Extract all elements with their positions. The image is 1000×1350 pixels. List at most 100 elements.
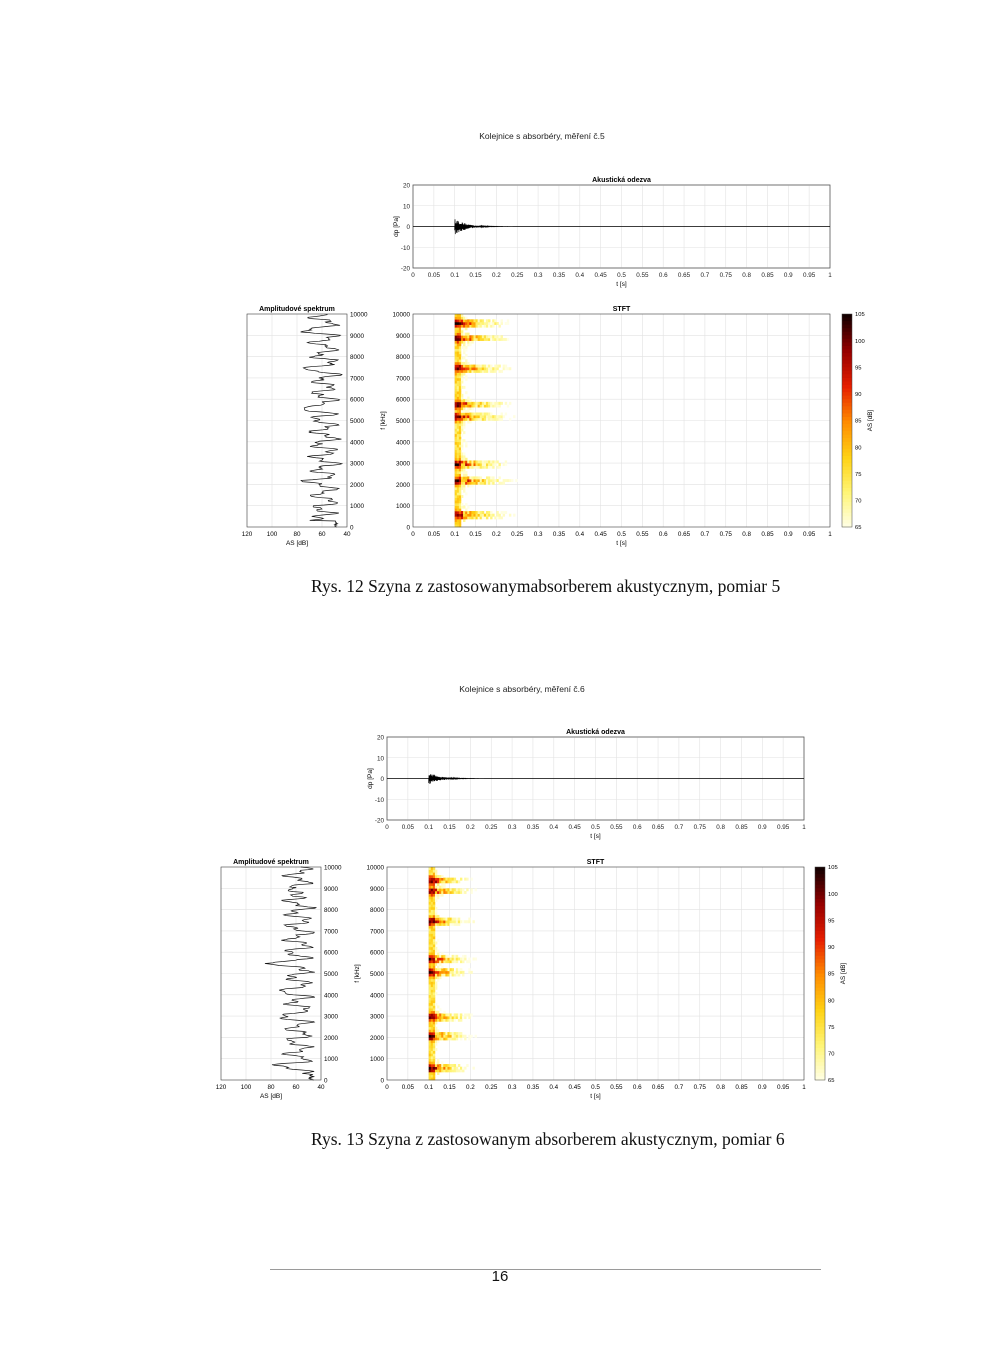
stft-cell [460, 327, 464, 331]
stft-cell [465, 465, 468, 469]
stft-cell [437, 914, 440, 918]
stft-cell [437, 1005, 440, 1009]
stft-cell [451, 1013, 455, 1017]
stft-cell [463, 423, 466, 427]
colorbar-segment [842, 328, 852, 333]
stft-cell [485, 401, 489, 405]
stft-cell [451, 888, 455, 892]
stft-cell [459, 1069, 463, 1073]
stft-cell [460, 481, 464, 485]
stft-cell [434, 877, 438, 881]
stft-cell [428, 941, 432, 945]
stft-cell [443, 1018, 446, 1022]
stft-cell [449, 888, 452, 892]
stft-cell [490, 367, 493, 371]
stft-cell [463, 356, 466, 360]
spectrum-ytick-label: 6000 [324, 950, 339, 957]
stft-cell [445, 957, 448, 961]
stft-cell [456, 316, 460, 320]
stft-cell [437, 874, 440, 878]
stft-cell [430, 952, 434, 956]
stft-cell [483, 415, 487, 419]
stft-cell [465, 327, 468, 331]
stft-cell [457, 922, 461, 926]
stft-cell [454, 351, 458, 355]
stft-cell [454, 372, 458, 376]
stft-cell [437, 1034, 440, 1038]
stft-cell [463, 364, 466, 368]
stft-cell [492, 513, 495, 517]
colorbar-segment [815, 891, 825, 896]
stft-cell [500, 511, 503, 514]
stft-cell [460, 367, 464, 371]
stft-cell [475, 369, 478, 373]
stft-cell [460, 495, 464, 499]
stft-cell [458, 497, 462, 501]
stft-cell [445, 1069, 448, 1073]
stft-cell [469, 369, 472, 373]
stft-cell [456, 348, 460, 352]
stft-cell [428, 1064, 432, 1067]
stft-cell [430, 1056, 434, 1059]
stft-cell [453, 1032, 457, 1036]
stft-cell [465, 377, 468, 381]
stft-cell [432, 888, 436, 892]
stft-cell [470, 888, 473, 892]
stft-cell [465, 481, 468, 485]
stft-cell [428, 973, 432, 977]
stft-cell [430, 1048, 434, 1052]
response-xtick-label: 0.4 [549, 824, 558, 831]
stft-xtick-label: 0.7 [675, 1084, 684, 1091]
spectrum-ytick-label: 9000 [324, 886, 339, 893]
colorbar-segment [842, 431, 852, 436]
stft-cell [483, 513, 487, 517]
stft-cell [494, 335, 497, 339]
stft-cell [459, 1032, 463, 1036]
stft-cell [443, 922, 446, 926]
stft-cell [463, 452, 466, 456]
stft-cell [458, 479, 462, 483]
colorbar-tick-label: 90 [828, 945, 834, 951]
stft-ytick-label: 2000 [370, 1035, 385, 1042]
stft-cell [456, 420, 460, 424]
stft-cell [467, 505, 470, 509]
stft-cell [463, 519, 466, 522]
stft-cell [463, 345, 466, 349]
colorbar-segment [842, 349, 852, 354]
stft-cell [455, 1037, 459, 1041]
stft-cell [459, 957, 463, 961]
stft-cell [428, 1040, 432, 1044]
stft-cell [432, 1066, 436, 1070]
stft-cell [458, 321, 462, 325]
stft-cell [467, 465, 470, 469]
stft-cell [456, 417, 460, 421]
stft-cell [496, 404, 499, 408]
stft-cell [490, 479, 493, 483]
stft-cell [454, 513, 458, 517]
stft-cell [458, 396, 462, 400]
colorbar-segment [815, 1069, 825, 1074]
colorbar-segment [815, 966, 825, 971]
stft-cell [465, 415, 468, 419]
stft-cell [432, 928, 436, 932]
response-xtick-label: 0.15 [469, 272, 482, 279]
stft-cell [463, 372, 466, 376]
stft-xlabel: t [s] [616, 540, 627, 547]
stft-cell [454, 521, 458, 525]
stft-cell [449, 960, 452, 964]
colorbar-segment [815, 1044, 825, 1049]
stft-cell [473, 481, 476, 485]
stft-cell [432, 949, 436, 953]
stft-cell [467, 511, 470, 514]
stft-cell [467, 369, 470, 373]
stft-cell [454, 367, 458, 371]
stft-cell [445, 922, 448, 926]
stft-cell [430, 933, 434, 937]
stft-cell [477, 481, 481, 485]
stft-cell [445, 973, 448, 977]
stft-cell [454, 327, 458, 331]
stft-cell [428, 909, 432, 913]
stft-cell [463, 343, 466, 347]
stft-cell [428, 901, 432, 905]
response-xtick-label: 0.4 [575, 272, 584, 279]
